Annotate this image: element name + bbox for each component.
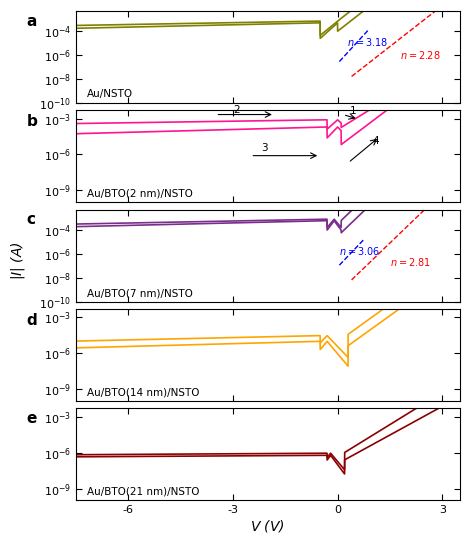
Text: $\mathbf{a}$: $\mathbf{a}$ [26, 14, 37, 29]
Text: Au/NSTO: Au/NSTO [87, 89, 134, 99]
Text: Au/BTO(7 nm)/NSTO: Au/BTO(7 nm)/NSTO [87, 288, 193, 298]
Text: $n = 2.81$: $n = 2.81$ [390, 256, 430, 268]
Text: $\mathbf{b}$: $\mathbf{b}$ [26, 113, 38, 129]
Text: $n = 2.28$: $n = 2.28$ [401, 49, 441, 61]
Text: Au/BTO(21 nm)/NSTO: Au/BTO(21 nm)/NSTO [87, 487, 200, 497]
Text: $\mathbf{c}$: $\mathbf{c}$ [26, 212, 36, 227]
Text: $|I|$ (A): $|I|$ (A) [9, 242, 27, 281]
Text: Au/BTO(2 nm)/NSTO: Au/BTO(2 nm)/NSTO [87, 189, 193, 199]
Text: 3: 3 [261, 144, 267, 153]
Text: 1: 1 [350, 106, 356, 116]
Text: $\mathbf{e}$: $\mathbf{e}$ [26, 411, 37, 426]
Text: 2: 2 [233, 106, 239, 115]
Text: $\mathbf{d}$: $\mathbf{d}$ [26, 312, 37, 328]
Text: $n = 3.18$: $n = 3.18$ [347, 36, 389, 48]
Text: $n = 3.06$: $n = 3.06$ [339, 245, 381, 257]
Text: 4: 4 [373, 135, 379, 146]
Text: Au/BTO(14 nm)/NSTO: Au/BTO(14 nm)/NSTO [87, 387, 200, 398]
X-axis label: $V$ (V): $V$ (V) [250, 518, 285, 534]
